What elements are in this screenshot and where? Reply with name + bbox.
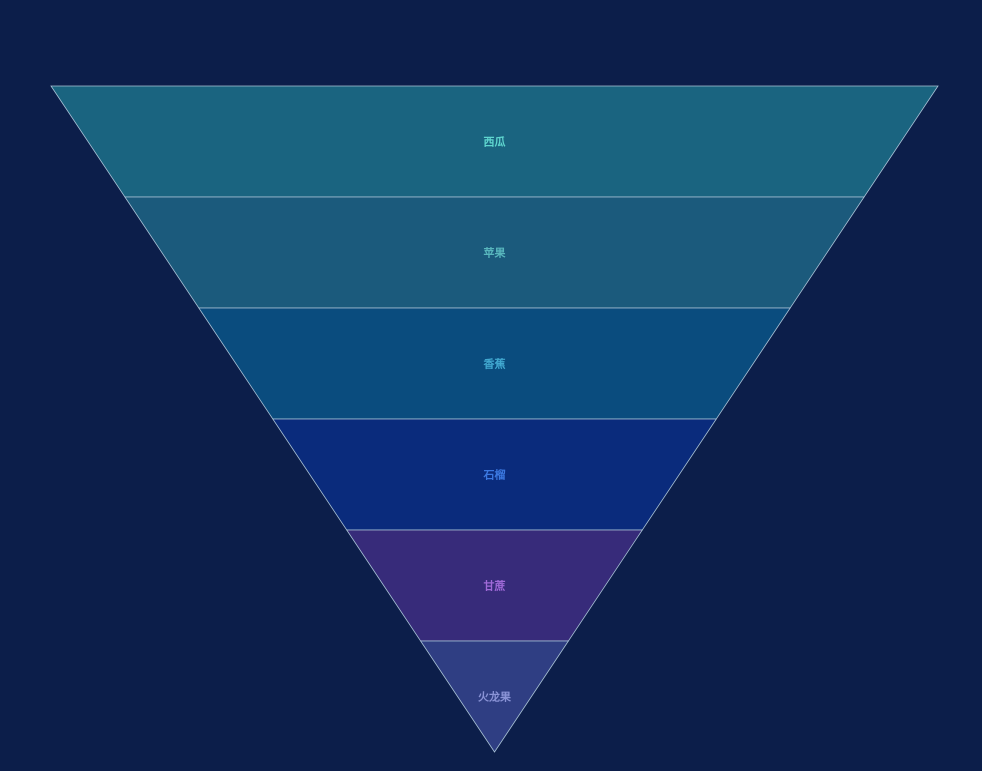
funnel-segment-label: 西瓜 bbox=[484, 136, 506, 149]
funnel-segment-label: 苹果 bbox=[484, 246, 506, 260]
funnel-segments bbox=[50, 85, 939, 753]
funnel-segment-label: 甘蔗 bbox=[484, 579, 506, 593]
funnel-segment[interactable] bbox=[419, 640, 570, 753]
funnel-segment-label: 香蕉 bbox=[483, 357, 506, 371]
funnel-segment-label: 石榴 bbox=[483, 468, 506, 482]
funnel-segment-label: 火龙果 bbox=[478, 690, 511, 704]
